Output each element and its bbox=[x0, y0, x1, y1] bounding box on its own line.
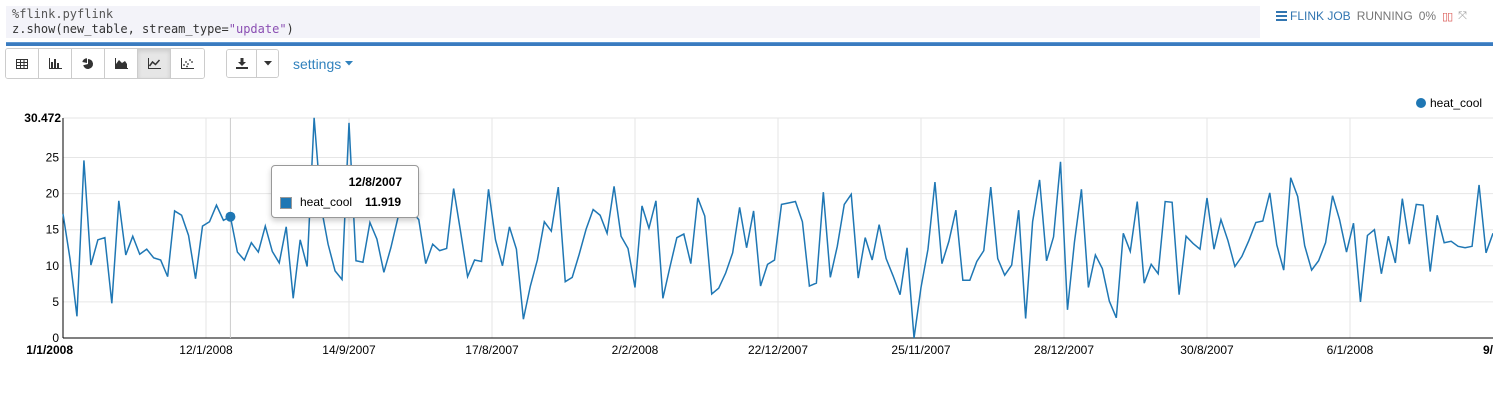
line-chart-icon bbox=[147, 58, 161, 69]
series-line-heat-cool bbox=[62, 117, 1493, 339]
flink-job-link[interactable]: FLINK JOB bbox=[1276, 9, 1351, 23]
x-tick-label: 12/1/2008 bbox=[179, 343, 233, 357]
code-line-2: z.show(new_table, stream_type="update") bbox=[12, 22, 1254, 37]
y-tick-label: 20 bbox=[46, 187, 60, 201]
legend-label-heat-cool: heat_cool bbox=[1430, 96, 1482, 110]
code-line-2-string: "update" bbox=[228, 22, 287, 36]
settings-label: settings bbox=[293, 55, 342, 72]
table-icon bbox=[16, 58, 28, 69]
code-line-1: %flink.pyflink bbox=[12, 7, 114, 21]
x-tick-label: 2/2/2008 bbox=[612, 343, 659, 357]
list-icon bbox=[1276, 11, 1287, 21]
progress-bar bbox=[6, 42, 1493, 46]
x-tick-label: 9/ bbox=[1483, 343, 1493, 357]
x-tick-label: 28/12/2007 bbox=[1034, 343, 1094, 357]
x-tick-label: 22/12/2007 bbox=[748, 343, 808, 357]
code-line-2-prefix: z.show(new_table, stream_type= bbox=[12, 22, 229, 36]
pie-chart-button[interactable] bbox=[72, 49, 105, 78]
pause-icon[interactable]: ▯▯ bbox=[1442, 10, 1453, 23]
x-tick-label: 14/9/2007 bbox=[322, 343, 376, 357]
code-line-2-suffix: ) bbox=[286, 22, 294, 36]
pie-chart-icon bbox=[82, 57, 94, 69]
caret-down-icon bbox=[345, 61, 354, 66]
legend-marker-heat-cool bbox=[1416, 98, 1426, 108]
settings-dropdown[interactable]: settings bbox=[293, 55, 354, 72]
download-button-group bbox=[226, 49, 279, 78]
chart-legend[interactable]: heat_cool bbox=[1416, 96, 1482, 110]
area-chart-button[interactable] bbox=[105, 49, 138, 78]
bar-chart-icon bbox=[48, 58, 62, 69]
tooltip-value: 11.919 bbox=[365, 195, 402, 209]
y-tick-label: 5 bbox=[52, 295, 59, 309]
table-view-button[interactable] bbox=[6, 49, 39, 78]
area-chart-icon bbox=[114, 58, 128, 69]
hover-point-group bbox=[225, 211, 236, 222]
tooltip-date: 12/8/2007 bbox=[348, 175, 402, 189]
bar-chart-button[interactable] bbox=[39, 49, 72, 78]
download-icon bbox=[235, 58, 248, 69]
expand-icon[interactable]: ⤧ bbox=[1458, 9, 1467, 22]
view-type-buttons bbox=[5, 48, 205, 79]
y-tick-label: 15 bbox=[46, 223, 60, 237]
tooltip-series-name: heat_cool bbox=[300, 195, 353, 209]
x-tick-label: 17/8/2007 bbox=[465, 343, 519, 357]
y-tick-label: 10 bbox=[46, 259, 60, 273]
y-tick-label: 25 bbox=[46, 151, 60, 165]
tooltip-series-swatch bbox=[280, 197, 292, 209]
download-button[interactable] bbox=[227, 50, 257, 77]
x-tick-label: 1/1/2008 bbox=[26, 343, 73, 357]
job-progress: 0% bbox=[1418, 9, 1437, 23]
y-max-label: 30.472 bbox=[24, 111, 61, 125]
scatter-chart-button[interactable] bbox=[171, 49, 204, 78]
x-tick-label: 6/1/2008 bbox=[1327, 343, 1374, 357]
chart-gridlines bbox=[63, 117, 1493, 338]
x-axis: 1/1/2008 12/1/2008 14/9/2007 17/8/2007 2/2/2… bbox=[26, 337, 1493, 357]
caret-down-icon bbox=[263, 61, 272, 66]
hover-point bbox=[225, 211, 236, 222]
job-state: RUNNING bbox=[1356, 9, 1413, 23]
line-chart-button[interactable] bbox=[138, 49, 171, 78]
x-tick-label: 30/8/2007 bbox=[1180, 343, 1234, 357]
y-tick-label: 0 bbox=[52, 331, 59, 345]
y-axis: 0 5 10 15 20 25 30.472 bbox=[24, 111, 64, 345]
scatter-chart-icon bbox=[181, 58, 194, 69]
x-tick-label: 25/11/2007 bbox=[891, 343, 950, 357]
code-editor[interactable]: %flink.pyflink z.show(new_table, stream_… bbox=[6, 6, 1260, 38]
paragraph-status-bar: FLINK JOB RUNNING 0% ▯▯ ⤧ bbox=[1276, 8, 1467, 24]
flink-job-label: FLINK JOB bbox=[1290, 9, 1351, 23]
download-dropdown-button[interactable] bbox=[257, 50, 278, 77]
chart-tooltip: 12/8/2007 heat_cool 11.919 bbox=[271, 165, 419, 218]
visualization-toolbar: settings bbox=[5, 48, 354, 79]
